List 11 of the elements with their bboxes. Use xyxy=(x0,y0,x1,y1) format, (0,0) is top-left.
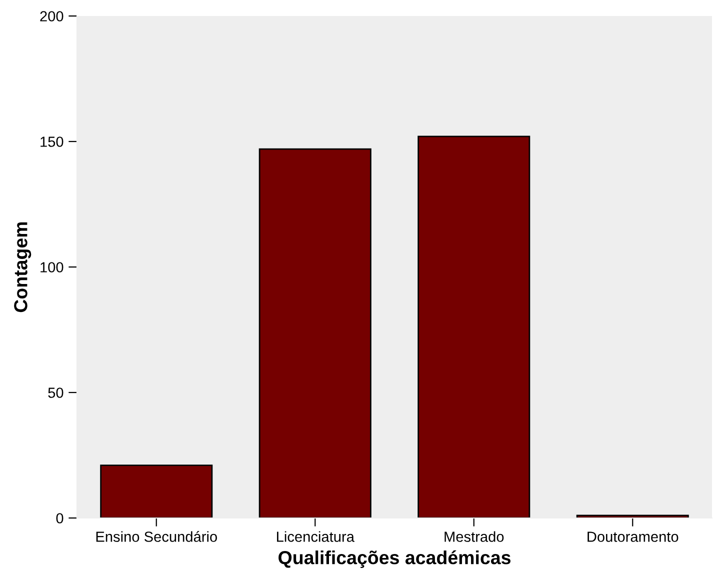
x-axis-title: Qualificações académicas xyxy=(278,550,510,568)
y-tick-label: 0 xyxy=(56,513,64,524)
y-tick-label: 50 xyxy=(48,388,64,398)
y-tick-label: 150 xyxy=(40,136,64,147)
x-tick-label: Doutoramento xyxy=(588,532,678,542)
x-tick-label: Ensino Secundário xyxy=(96,531,217,542)
y-axis-title: Contagem xyxy=(14,222,32,312)
y-tick-label: 100 xyxy=(40,262,64,272)
x-tick-label: Licenciatura xyxy=(277,531,354,542)
x-tick-label: Mestrado xyxy=(444,531,504,542)
y-tick-label: 200 xyxy=(40,11,64,22)
